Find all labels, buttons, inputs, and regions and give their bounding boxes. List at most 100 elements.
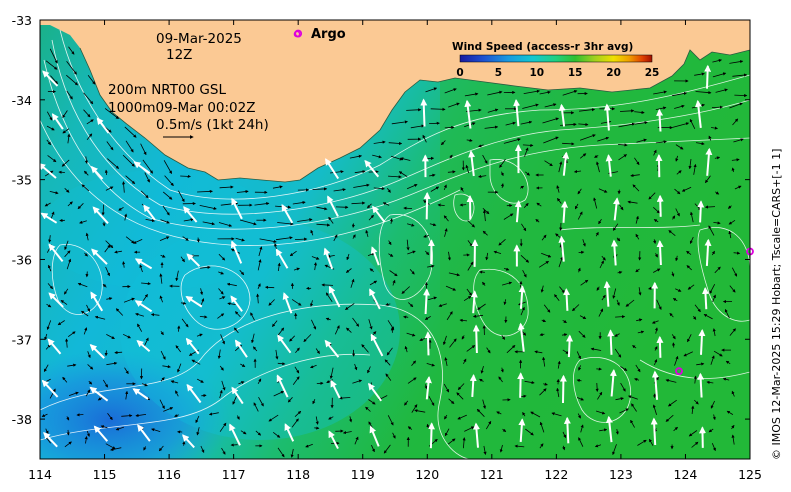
- current-arrow: [578, 437, 584, 447]
- current-arrow: [391, 120, 409, 125]
- current-arrow: [693, 163, 697, 175]
- current-arrow: [384, 359, 391, 366]
- x-tick-label: 123: [609, 467, 633, 482]
- current-arrow: [514, 444, 525, 448]
- current-arrow: [160, 330, 164, 336]
- current-arrow: [648, 192, 656, 200]
- current-arrow: [731, 167, 735, 173]
- current-arrow: [619, 109, 635, 113]
- current-arrow: [523, 202, 529, 208]
- current-arrow: [239, 269, 245, 276]
- current-arrow: [406, 239, 410, 251]
- current-arrow: [64, 288, 69, 295]
- current-arrow: [582, 239, 586, 247]
- current-arrow: [191, 359, 201, 365]
- current-arrow: [618, 122, 636, 128]
- current-arrow: [671, 334, 676, 340]
- current-arrow: [667, 399, 677, 407]
- current-arrow: [100, 425, 108, 429]
- wind-arrow: [469, 374, 477, 397]
- argo-legend-label: Argo: [311, 27, 346, 42]
- wind-arrow: [92, 206, 109, 224]
- current-arrow: [578, 122, 589, 127]
- current-arrow: [712, 72, 727, 78]
- current-arrow: [218, 271, 224, 275]
- current-arrow: [110, 447, 122, 452]
- current-arrow: [442, 335, 447, 346]
- current-arrow: [383, 444, 391, 454]
- current-arrow: [44, 170, 54, 177]
- current-arrow: [576, 351, 581, 360]
- current-arrow: [554, 294, 560, 301]
- current-arrow: [87, 351, 91, 359]
- current-arrow: [447, 438, 456, 445]
- wind-arrow: [610, 239, 618, 266]
- current-arrow: [141, 383, 148, 387]
- current-arrow: [665, 378, 677, 383]
- current-arrow: [576, 378, 582, 383]
- current-arrow: [160, 377, 165, 382]
- wind-arrow: [704, 238, 712, 266]
- current-arrow: [46, 139, 52, 146]
- current-arrow: [43, 364, 49, 373]
- current-arrow: [478, 174, 487, 178]
- current-arrow: [328, 216, 334, 224]
- current-arrow: [728, 219, 736, 225]
- current-arrow: [218, 288, 224, 295]
- current-arrow: [556, 387, 560, 398]
- x-tick-label: 117: [222, 467, 246, 482]
- current-arrow: [251, 333, 255, 344]
- current-arrow: [429, 173, 436, 177]
- current-arrow: [60, 300, 68, 305]
- current-arrow: [729, 285, 736, 293]
- current-arrow: [675, 208, 680, 217]
- current-arrow: [614, 333, 620, 337]
- current-arrow: [101, 204, 105, 216]
- wind-arrow: [328, 430, 339, 450]
- wind-arrow: [330, 379, 341, 399]
- current-arrow: [250, 312, 255, 321]
- current-arrow: [636, 318, 643, 322]
- current-arrow: [255, 430, 262, 436]
- current-arrow: [579, 134, 596, 141]
- current-arrow: [689, 211, 694, 223]
- current-arrow: [219, 185, 234, 189]
- current-arrow: [314, 426, 320, 430]
- current-arrow: [541, 319, 547, 323]
- current-arrow: [498, 238, 506, 246]
- wind-arrow: [607, 329, 615, 355]
- current-arrow: [406, 108, 422, 112]
- current-arrow: [339, 396, 351, 400]
- current-arrow: [342, 430, 352, 435]
- current-arrow: [62, 376, 68, 383]
- current-arrow: [291, 418, 299, 428]
- current-arrow: [562, 90, 578, 96]
- current-arrow: [695, 141, 705, 146]
- current-arrow: [349, 154, 363, 159]
- current-arrow: [170, 380, 179, 384]
- current-arrow: [486, 347, 491, 354]
- current-arrow: [612, 223, 619, 231]
- y-axis: -33 -34 -35 -36 -37 -38: [12, 13, 750, 427]
- current-arrow: [430, 186, 440, 192]
- current-arrow: [275, 349, 279, 360]
- current-arrow: [41, 413, 48, 417]
- current-arrow: [290, 448, 294, 458]
- current-arrow: [487, 108, 499, 113]
- argo-legend-marker: [293, 30, 301, 38]
- current-arrow: [725, 360, 731, 365]
- current-arrow: [617, 270, 623, 275]
- current-arrow: [217, 313, 225, 319]
- current-arrow: [84, 156, 89, 164]
- current-arrow: [500, 183, 505, 189]
- current-arrow: [615, 429, 619, 435]
- current-arrow: [543, 136, 559, 144]
- current-arrow: [524, 147, 529, 157]
- current-arrow: [387, 415, 394, 426]
- time-label: 12Z: [166, 47, 192, 63]
- current-arrow: [430, 107, 446, 111]
- current-arrow: [86, 133, 93, 141]
- current-arrow: [635, 364, 641, 373]
- wind-arrow: [470, 290, 478, 314]
- wind-arrow: [705, 147, 713, 176]
